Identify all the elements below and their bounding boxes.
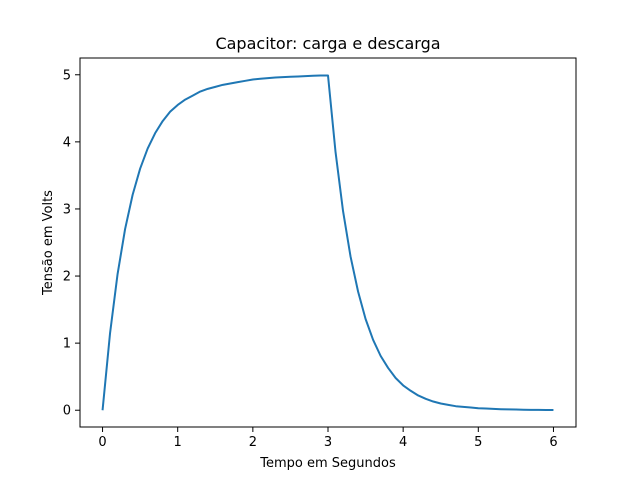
- y-tick-label-3: 3: [63, 202, 71, 217]
- y-axis-label: Tensão em Volts: [41, 190, 56, 296]
- y-tick-label-1: 1: [63, 337, 71, 352]
- x-tick-label-1: 1: [174, 435, 182, 450]
- x-tick-label-4: 4: [399, 435, 407, 450]
- x-tick-label-0: 0: [98, 435, 106, 450]
- x-tick-label-5: 5: [474, 435, 482, 450]
- x-tick-label-3: 3: [324, 435, 332, 450]
- series-line-0: [101, 74, 554, 412]
- x-tick-label-2: 2: [249, 435, 257, 450]
- y-tick-label-0: 0: [63, 404, 71, 419]
- x-axis-label: Tempo em Segundos: [259, 456, 396, 471]
- y-tick-label-4: 4: [63, 135, 71, 150]
- y-tick-label-2: 2: [63, 270, 71, 285]
- y-tick-label-5: 5: [63, 68, 71, 83]
- chart-title: Capacitor: carga e descarga: [215, 34, 440, 53]
- x-axis: 0 1 2 3 4 5 6: [98, 427, 558, 450]
- x-tick-label-6: 6: [549, 435, 557, 450]
- y-axis: 0 1 2 3 4 5: [63, 68, 80, 419]
- plot-area: [101, 74, 554, 412]
